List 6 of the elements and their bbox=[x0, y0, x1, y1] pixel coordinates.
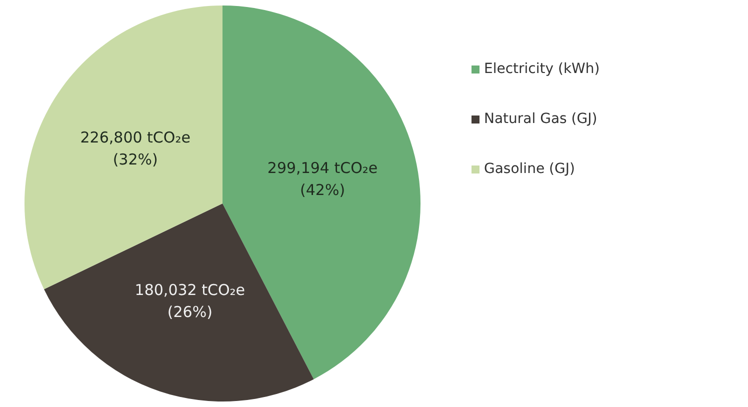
legend-label: Gasoline (GJ) bbox=[484, 161, 575, 177]
data-label: 299,194 tCO₂e (42%) bbox=[267, 159, 378, 200]
data-label: 226,800 tCO₂e (32%) bbox=[80, 128, 190, 169]
legend-label: Natural Gas (GJ) bbox=[484, 111, 598, 127]
data-label: 180,032 tCO₂e (26%) bbox=[134, 281, 246, 322]
legend-label: Electricity (kWh) bbox=[484, 61, 600, 77]
